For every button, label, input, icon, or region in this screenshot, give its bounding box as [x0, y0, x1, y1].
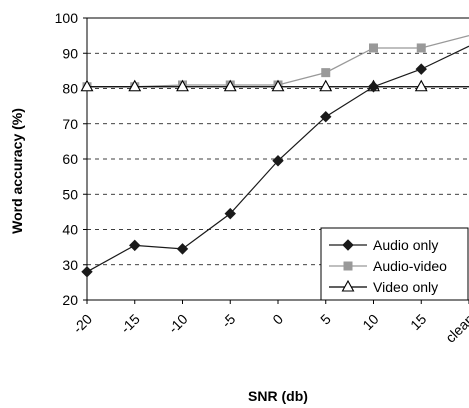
legend-item: Video only	[329, 279, 438, 295]
legend-label: Audio only	[373, 237, 438, 253]
y-tick-label: 60	[62, 151, 78, 167]
y-tick-label: 70	[62, 116, 78, 132]
data-point-square	[369, 43, 378, 53]
data-point-triangle	[176, 79, 189, 92]
data-point-triangle	[271, 79, 285, 92]
data-point-diamond	[367, 81, 380, 93]
data-point-triangle	[128, 79, 142, 92]
series-diamond	[81, 45, 469, 278]
data-point-square	[416, 43, 426, 53]
y-tick-label: 20	[62, 292, 78, 308]
y-axis-title: Word accuracy (%)	[9, 108, 25, 234]
data-point-triangle	[414, 79, 428, 92]
x-axis-title: SNR (db)	[248, 388, 308, 404]
x-tick-label: clean	[442, 311, 469, 346]
y-tick-label: 40	[62, 222, 78, 238]
data-point-square	[343, 261, 353, 271]
y-tick-label: 50	[62, 186, 78, 202]
data-point-diamond	[129, 239, 141, 252]
data-point-triangle	[223, 79, 237, 92]
y-tick-label: 100	[55, 10, 79, 26]
data-point-triangle	[319, 79, 333, 92]
x-tick-label: 10	[359, 311, 381, 333]
x-tick-label: 0	[269, 311, 286, 328]
data-point-square	[321, 68, 331, 78]
legend-label: Audio-video	[373, 258, 447, 274]
legend: Audio only Audio-video Video only	[320, 227, 469, 301]
y-tick-label: 30	[62, 257, 78, 273]
data-point-diamond	[342, 239, 354, 251]
x-tick-label: -15	[117, 311, 143, 337]
legend-item: Audio-video	[329, 258, 447, 274]
data-point-triangle	[341, 279, 355, 292]
series-layer	[80, 34, 469, 278]
data-point-diamond	[224, 207, 236, 220]
data-point-diamond	[415, 63, 427, 75]
data-point-diamond	[176, 243, 189, 255]
legend-item: Audio only	[329, 237, 438, 253]
y-tick-label: 80	[62, 81, 78, 97]
series-square	[82, 34, 469, 92]
data-point-triangle	[80, 79, 94, 92]
x-tick-label: -5	[218, 311, 238, 331]
series-line	[87, 34, 469, 88]
y-tick-label: 90	[62, 45, 78, 61]
legend-label: Video only	[373, 279, 438, 295]
data-point-diamond	[272, 155, 284, 167]
data-point-diamond	[320, 110, 332, 123]
data-point-diamond	[81, 266, 93, 278]
x-tick-label: 15	[407, 311, 429, 333]
x-tick-label: 5	[317, 311, 334, 328]
x-tick-label: -10	[165, 311, 191, 337]
x-tick-label: -20	[69, 311, 95, 337]
